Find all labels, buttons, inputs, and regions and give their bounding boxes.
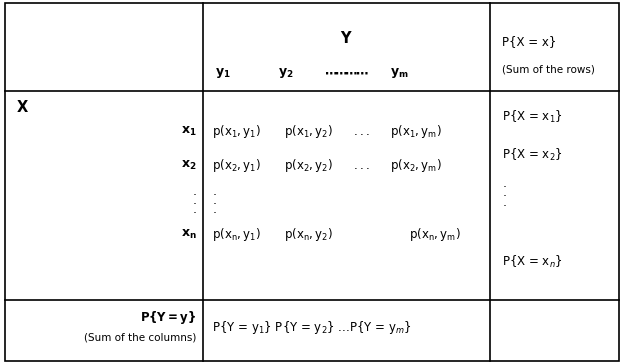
Text: P{Y = y$_1$} P{Y = y$_2$} ...P{Y = y$_m$}: P{Y = y$_1$} P{Y = y$_2$} ...P{Y = y$_m$… <box>212 319 412 336</box>
Text: $\mathrm{p(x_1,y_2)}$: $\mathrm{p(x_1,y_2)}$ <box>284 123 333 139</box>
Text: $\mathbf{y_m}$: $\mathbf{y_m}$ <box>390 66 409 80</box>
Text: $\mathrm{...}$: $\mathrm{...}$ <box>353 124 369 138</box>
Text: $\mathrm{p(x_n,y_1)}$: $\mathrm{p(x_n,y_1)}$ <box>212 226 261 243</box>
Text: $.$: $.$ <box>192 203 197 216</box>
Text: $.$: $.$ <box>502 195 507 209</box>
Text: $.$: $.$ <box>212 185 217 198</box>
Text: $\mathbf{Y}$: $\mathbf{Y}$ <box>340 30 353 46</box>
Text: $\mathbf{\cdots\!\cdots\!\cdots\!\cdots}$: $\mathbf{\cdots\!\cdots\!\cdots\!\cdots}… <box>324 66 369 79</box>
Text: $\mathbf{X}$: $\mathbf{X}$ <box>16 99 29 115</box>
Text: $\mathbf{P\{Y = y\}}$: $\mathbf{P\{Y = y\}}$ <box>140 309 197 326</box>
Text: $\mathbf{x_1}$: $\mathbf{x_1}$ <box>181 124 197 138</box>
Text: $\mathbf{y_2}$: $\mathbf{y_2}$ <box>278 66 293 80</box>
Text: $\mathrm{p(x_n,y_m)}$: $\mathrm{p(x_n,y_m)}$ <box>409 226 461 243</box>
Text: $\mathrm{p(x_2,y_m)}$: $\mathrm{p(x_2,y_m)}$ <box>390 157 442 174</box>
Text: (Sum of the rows): (Sum of the rows) <box>502 65 595 75</box>
Text: $\mathrm{...}$: $\mathrm{...}$ <box>353 159 369 172</box>
Text: $\mathrm{p(x_1,y_1)}$: $\mathrm{p(x_1,y_1)}$ <box>212 123 261 139</box>
Text: $\mathrm{p(x_n,y_2)}$: $\mathrm{p(x_n,y_2)}$ <box>284 226 333 243</box>
Text: P{X = x}: P{X = x} <box>502 35 557 48</box>
Text: $\mathrm{p(x_1,y_m)}$: $\mathrm{p(x_1,y_m)}$ <box>390 123 442 139</box>
Text: $.$: $.$ <box>212 203 217 216</box>
Text: $.$: $.$ <box>192 194 197 207</box>
Text: P{X = x$_n$}: P{X = x$_n$} <box>502 254 563 270</box>
Text: $.$: $.$ <box>212 194 217 207</box>
Text: $\mathbf{x_n}$: $\mathbf{x_n}$ <box>181 228 197 241</box>
Text: $\mathrm{p(x_2,y_1)}$: $\mathrm{p(x_2,y_1)}$ <box>212 157 261 174</box>
Text: $\mathrm{p(x_2,y_2)}$: $\mathrm{p(x_2,y_2)}$ <box>284 157 333 174</box>
Text: (Sum of the columns): (Sum of the columns) <box>84 333 197 343</box>
Text: $.$: $.$ <box>192 185 197 198</box>
Text: $\mathbf{x_2}$: $\mathbf{x_2}$ <box>181 159 197 172</box>
Text: $.$: $.$ <box>502 177 507 190</box>
Text: $.$: $.$ <box>502 186 507 199</box>
Text: $\mathbf{y_1}$: $\mathbf{y_1}$ <box>215 66 231 80</box>
Text: P{X = x$_2$}: P{X = x$_2$} <box>502 147 563 163</box>
Text: P{X = x$_1$}: P{X = x$_1$} <box>502 108 563 124</box>
